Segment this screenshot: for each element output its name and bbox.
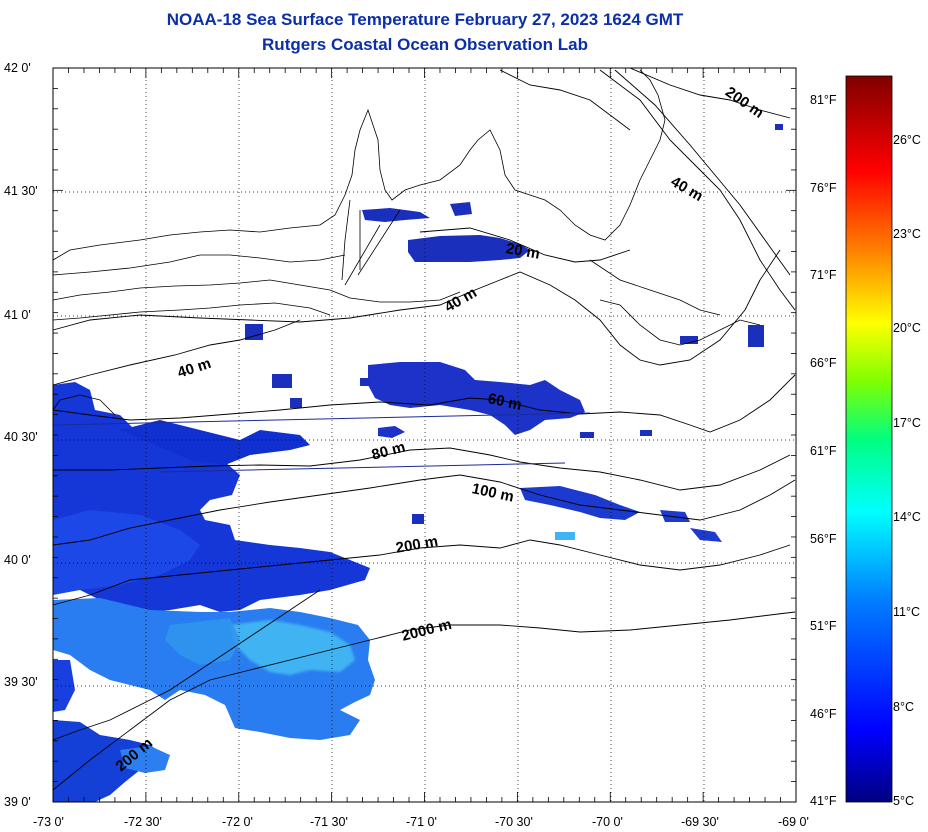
contour-200m-mid xyxy=(52,539,791,606)
contour-ne-outer xyxy=(499,69,631,131)
map-title: NOAA-18 Sea Surface Temperature February… xyxy=(166,10,684,29)
coastline xyxy=(52,69,761,416)
contour-east-1 xyxy=(599,69,796,311)
colorbar-f-label: 71°F xyxy=(810,268,837,282)
colorbar-c-label: 26°C xyxy=(893,133,921,147)
colorbar-f-label: 61°F xyxy=(810,444,837,458)
colorbar-f-label: 66°F xyxy=(810,356,837,370)
sst-patch-central-small xyxy=(378,426,405,438)
lon-label: -71 30' xyxy=(310,815,348,829)
sst-speck xyxy=(775,124,783,130)
colorbar xyxy=(845,75,893,803)
lat-label: 39 0' xyxy=(4,795,31,809)
colorbar-c-label: 11°C xyxy=(893,605,921,619)
sst-patch-warm-core xyxy=(230,620,355,675)
sst-patch-warm-mid xyxy=(165,618,240,665)
sst-patch-west-upper xyxy=(120,420,310,465)
lon-label: -70 30' xyxy=(495,815,533,829)
colorbar-f-label: 41°F xyxy=(810,794,837,808)
sst-speck xyxy=(640,430,652,436)
lon-label: -70 0' xyxy=(592,815,623,829)
contour-100m xyxy=(52,474,796,546)
lon-label: -72 0' xyxy=(222,815,253,829)
lat-label: 41 30' xyxy=(4,184,38,198)
colorbar-c-label: 23°C xyxy=(893,227,921,241)
colorbar-c-label: 8°C xyxy=(893,700,914,714)
contour-40m-west xyxy=(52,319,301,386)
sst-speck xyxy=(580,432,594,438)
frame-ticks xyxy=(52,67,797,802)
contour-60m xyxy=(52,374,796,433)
sst-patch-east-strip xyxy=(520,486,640,520)
lon-label: -71 0' xyxy=(406,815,437,829)
sst-patch-east-strip-3 xyxy=(690,528,722,542)
colorbar-f-label: 76°F xyxy=(810,181,837,195)
lat-label: 41 0' xyxy=(4,308,31,322)
colorbar-c-label: 5°C xyxy=(893,794,914,808)
colorbar-c-label: 17°C xyxy=(893,416,921,430)
lon-label: -73 0' xyxy=(33,815,64,829)
sst-patch-sw-edge xyxy=(53,660,75,712)
lat-label: 40 30' xyxy=(4,430,38,444)
track-lines xyxy=(52,412,591,473)
sst-speck xyxy=(272,374,292,388)
sst-patch-north-2 xyxy=(362,208,430,222)
sst-speck xyxy=(680,336,698,344)
colorbar-f-label: 46°F xyxy=(810,707,837,721)
sst-patch-sw-lower xyxy=(53,720,165,802)
sst-patch-north-3 xyxy=(450,202,472,216)
lon-label: -69 0' xyxy=(778,815,809,829)
lon-label: -72 30' xyxy=(124,815,162,829)
sst-speck xyxy=(555,532,575,540)
sst-patch-north-1 xyxy=(408,235,530,262)
contour-20m xyxy=(419,227,631,263)
sst-patch-sw-lower-warm xyxy=(120,746,170,773)
contour-200m-sw xyxy=(52,589,321,741)
lat-label: 40 0' xyxy=(4,553,31,567)
contour-80m xyxy=(53,447,791,491)
lon-label: -69 30' xyxy=(681,815,719,829)
sst-speck xyxy=(290,398,302,408)
sst-speck xyxy=(748,325,764,347)
sst-speck xyxy=(412,514,424,524)
lat-label: 42 0' xyxy=(4,61,31,75)
contour-2000m xyxy=(52,611,796,791)
depth-contours xyxy=(52,67,796,791)
sst-speck xyxy=(245,324,263,340)
contour-40m-north xyxy=(52,249,781,366)
contour-east-2 xyxy=(614,69,791,276)
sst-speck xyxy=(360,378,370,386)
colorbar-c-label: 20°C xyxy=(893,321,921,335)
colorbar-f-label: 81°F xyxy=(810,93,837,107)
colorbar-f-label: 51°F xyxy=(810,619,837,633)
sst-patch-west-2 xyxy=(53,510,200,595)
lat-label: 39 30' xyxy=(4,675,38,689)
contour-200m-ne xyxy=(629,67,791,119)
colorbar-c-label: 14°C xyxy=(893,510,921,524)
sst-data-layer xyxy=(53,124,783,802)
sst-patch-east-strip-2 xyxy=(660,510,690,522)
map-subtitle: Rutgers Coastal Ocean Observation Lab xyxy=(262,35,588,54)
colorbar-f-label: 56°F xyxy=(810,532,837,546)
